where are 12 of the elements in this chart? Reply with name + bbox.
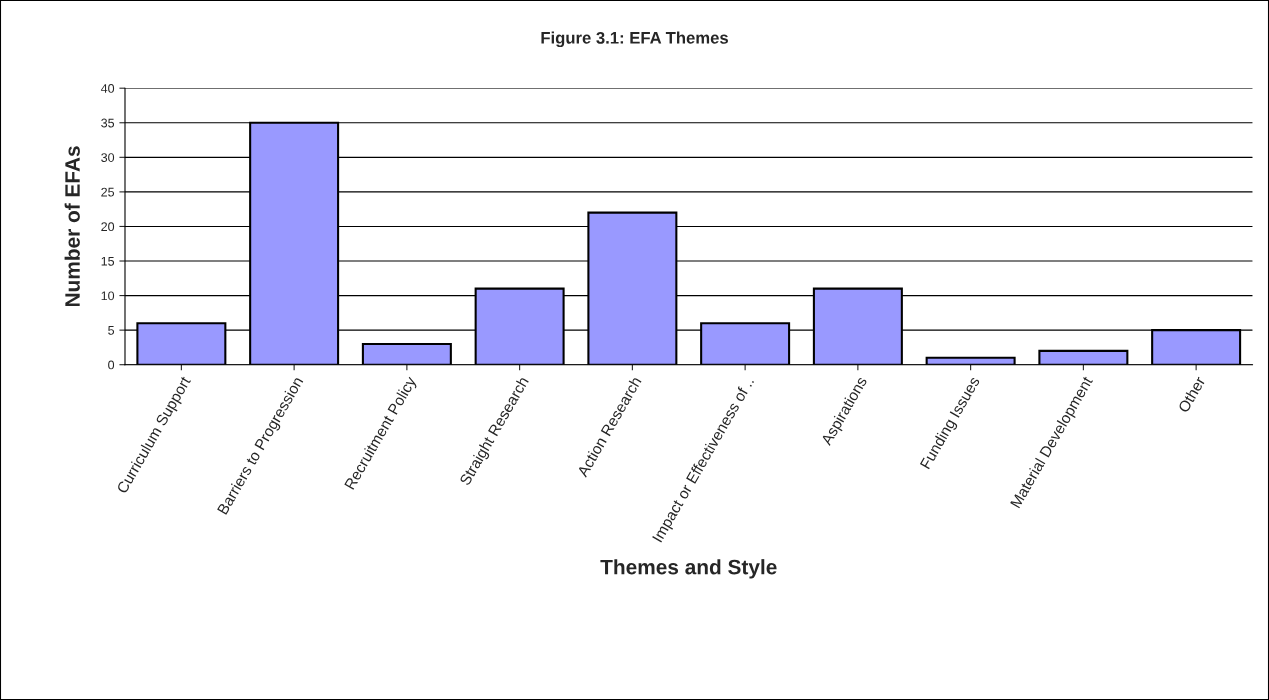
chart-title: Figure 3.1: EFA Themes xyxy=(541,31,728,48)
y-tick-label: 35 xyxy=(101,118,115,128)
y-tick-label: 15 xyxy=(101,256,115,266)
y-tick-label: 20 xyxy=(101,222,115,232)
y-axis-title: Number of EFAs xyxy=(64,146,80,307)
y-tick-label: 0 xyxy=(108,360,115,370)
y-tick-label: 10 xyxy=(101,291,115,301)
y-tick-label: 30 xyxy=(101,153,115,162)
y-tick-label: 40 xyxy=(100,84,115,93)
y-tick-label: 5 xyxy=(108,326,115,335)
x-axis-title: Themes and Style xyxy=(600,559,777,579)
y-tick-label: 25 xyxy=(101,187,115,197)
